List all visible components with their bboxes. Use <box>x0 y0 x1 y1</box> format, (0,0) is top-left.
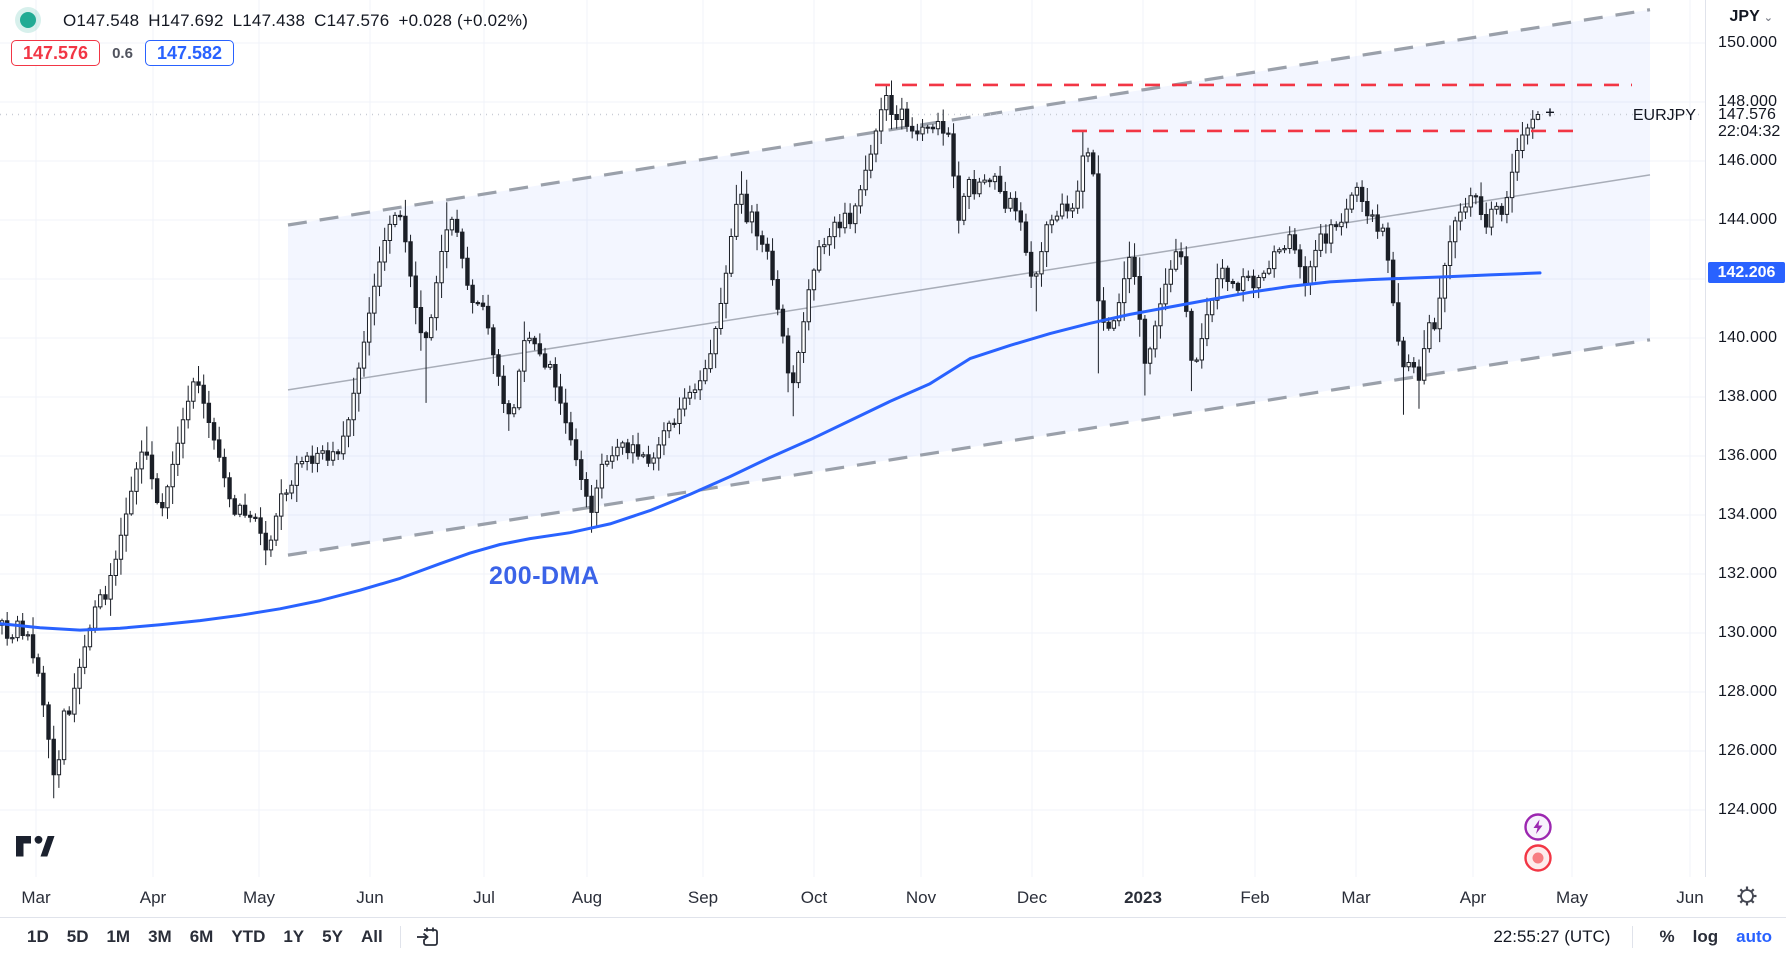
time-tick-label: Aug <box>571 888 603 907</box>
time-tick-label: Apr <box>1459 888 1487 907</box>
price-tick-label: 144.000 <box>1718 211 1778 228</box>
price-tick-label: 138.000 <box>1718 388 1778 405</box>
spread-value: 0.6 <box>112 44 133 62</box>
ohlc-item: L147.438 <box>232 11 306 30</box>
time-tick-label: Mar <box>1341 888 1371 907</box>
ma-price-badge: 142.206 <box>1708 262 1785 283</box>
candles-down <box>4 95 1504 776</box>
price-tick-label: 148.000 <box>1718 93 1778 110</box>
time-tick-label: Sep <box>687 888 719 907</box>
last-bar-marker <box>1546 108 1554 117</box>
price-tick-label: 126.000 <box>1718 742 1778 759</box>
channel-mid-line <box>287 174 1651 391</box>
channel-lower-line <box>287 338 1651 557</box>
calendar-arrow-icon <box>416 927 438 946</box>
bar-close-countdown: 22:04:32 <box>1718 123 1781 140</box>
symbol-name-label: EURJPY <box>1632 107 1696 124</box>
ma-200-line <box>0 271 1542 632</box>
time-tick-label: Jun <box>1676 888 1704 907</box>
log-scale-toggle[interactable]: log <box>1692 927 1719 946</box>
time-tick-label: Jun <box>356 888 384 907</box>
go-to-date-button[interactable] <box>415 924 441 950</box>
auto-scale-toggle[interactable]: auto <box>1736 927 1772 946</box>
price-tick-label: 130.000 <box>1718 624 1778 641</box>
ohlc-item: O147.548 <box>63 11 140 30</box>
bid-price-button[interactable]: 147.576 <box>11 40 101 66</box>
price-tick-label: 128.000 <box>1718 683 1778 700</box>
bid-ask-row: 147.576 0.6 147.582 <box>11 40 235 66</box>
price-tick-label: 150.000 <box>1718 34 1778 51</box>
candlestick-chart <box>0 0 1705 877</box>
toolbar-divider <box>399 926 401 948</box>
price-tick-label: 140.000 <box>1718 329 1778 346</box>
bottom-toolbar: 1D 5D 1M 3M 6M YTD 1Y 5Y All 22:55:27 (UTC) % lo… <box>0 917 1786 956</box>
time-tick-label: 2023 <box>1124 888 1162 907</box>
change-value: +0.028 (+0.02%) <box>398 11 529 30</box>
time-tick-label: May <box>1555 888 1589 907</box>
session-clock[interactable]: 22:55:27 (UTC) <box>1493 927 1611 946</box>
ma-200-label: 200-DMA <box>489 562 600 590</box>
currency-label: JPY <box>1729 8 1760 25</box>
channel-upper-line <box>287 8 1651 227</box>
last-price-value: 147.576 <box>1718 106 1776 123</box>
toolbar-divider <box>1632 926 1634 948</box>
chevron-down-icon: ⌄ <box>1763 12 1773 24</box>
time-tick-label: Apr <box>139 888 167 907</box>
ohlc-readout: O147.548 H147.692 L147.438 C147.576 +0.028 (… <box>63 11 537 31</box>
range-switcher: 1D 5D 1M 3M 6M YTD 1Y 5Y All <box>18 924 392 950</box>
time-tick-label: Mar <box>21 888 51 907</box>
time-tick-label: Feb <box>1240 888 1270 907</box>
price-tick-label: 136.000 <box>1718 447 1778 464</box>
range-button-1y[interactable]: 1Y <box>283 927 305 946</box>
time-tick-label: Nov <box>905 888 937 907</box>
ask-price-button[interactable]: 147.582 <box>144 40 235 66</box>
price-tick-label: 146.000 <box>1718 152 1778 169</box>
range-button-1d[interactable]: 1D <box>27 927 49 946</box>
range-button-ytd[interactable]: YTD <box>231 927 266 946</box>
currency-selector[interactable]: JPY ⌄ <box>1730 8 1773 26</box>
range-button-5y[interactable]: 5Y <box>322 927 343 946</box>
range-button-5d[interactable]: 5D <box>66 927 89 946</box>
chart-plot-area[interactable]: 200-DMA <box>0 0 1705 877</box>
percent-scale-toggle[interactable]: % <box>1659 927 1675 946</box>
ohlc-item: H147.692 <box>148 11 224 30</box>
range-button-3m[interactable]: 3M <box>148 927 172 946</box>
range-button-1m[interactable]: 1M <box>106 927 131 946</box>
gear-icon[interactable] <box>1734 883 1760 914</box>
range-button-6m[interactable]: 6M <box>189 927 214 946</box>
record-dot-icon[interactable] <box>1524 844 1552 872</box>
range-button-all[interactable]: All <box>360 927 383 946</box>
price-axis[interactable]: JPY ⌄ 150.000 148.000 146.000 144.000 140.000… <box>1705 0 1786 877</box>
lightning-icon[interactable] <box>1524 813 1552 841</box>
ohlc-item: C147.576 <box>314 11 390 30</box>
time-tick-label: Jul <box>473 888 495 907</box>
price-tick-label: 124.000 <box>1718 801 1778 818</box>
time-tick-label: Dec <box>1016 888 1048 907</box>
market-status-dot[interactable] <box>20 12 36 28</box>
price-tick-label: 132.000 <box>1718 565 1778 582</box>
price-tick-label: 134.000 <box>1718 506 1778 523</box>
time-tick-label: May <box>242 888 276 907</box>
time-axis[interactable]: Mar Apr May Jun Jul Aug Sep Oct Nov Dec 2023 Feb Mar… <box>0 878 1786 917</box>
time-tick-label: Oct <box>800 888 828 907</box>
toolbar-right-group: 22:55:27 (UTC) % log auto <box>1493 926 1772 948</box>
